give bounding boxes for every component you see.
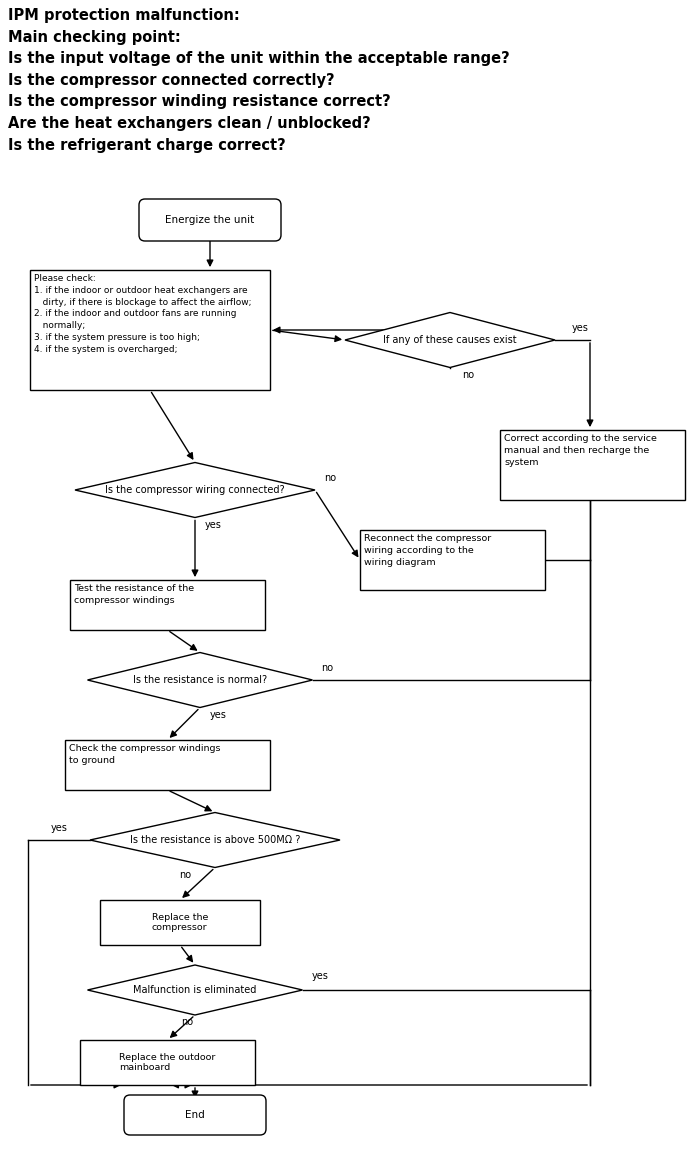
Polygon shape [90,812,340,867]
Text: Energize the unit: Energize the unit [165,215,255,225]
Text: Replace the
compressor: Replace the compressor [152,912,208,932]
Text: no: no [324,473,336,483]
Text: Correct according to the service
manual and then recharge the
system: Correct according to the service manual … [504,434,657,467]
Polygon shape [88,652,312,707]
Polygon shape [345,312,555,367]
Text: Reconnect the compressor
wiring according to the
wiring diagram: Reconnect the compressor wiring accordin… [364,535,491,567]
Text: IPM protection malfunction:
Main checking point:
Is the input voltage of the uni: IPM protection malfunction: Main checkin… [8,8,510,152]
Polygon shape [88,965,302,1015]
FancyBboxPatch shape [500,430,685,500]
Text: no: no [179,870,191,880]
Text: Malfunction is eliminated: Malfunction is eliminated [133,985,257,995]
FancyBboxPatch shape [80,1040,255,1085]
FancyBboxPatch shape [139,199,281,241]
FancyBboxPatch shape [124,1096,266,1135]
Polygon shape [75,462,315,517]
Text: End: End [185,1111,205,1120]
Text: no: no [181,1017,193,1026]
Text: Test the resistance of the
compressor windings: Test the resistance of the compressor wi… [74,584,194,605]
Text: yes: yes [312,971,329,982]
FancyBboxPatch shape [30,270,270,391]
Text: no: no [462,370,474,380]
FancyBboxPatch shape [70,579,265,630]
FancyBboxPatch shape [100,900,260,945]
FancyBboxPatch shape [360,530,545,590]
Text: Is the resistance is above 500MΩ ?: Is the resistance is above 500MΩ ? [130,835,300,846]
Text: yes: yes [209,710,226,720]
Text: yes: yes [204,520,221,530]
Text: Is the compressor wiring connected?: Is the compressor wiring connected? [105,485,285,495]
Text: yes: yes [51,823,68,833]
Text: no: no [321,664,334,673]
Text: Replace the outdoor
mainboard: Replace the outdoor mainboard [119,1053,216,1073]
Text: Please check:
1. if the indoor or outdoor heat exchangers are
   dirty, if there: Please check: 1. if the indoor or outdoo… [34,274,251,354]
Text: If any of these causes exist: If any of these causes exist [383,335,517,344]
Text: Check the compressor windings
to ground: Check the compressor windings to ground [69,744,220,765]
Text: Is the resistance is normal?: Is the resistance is normal? [133,675,267,685]
FancyBboxPatch shape [65,740,270,790]
Text: yes: yes [572,323,589,333]
